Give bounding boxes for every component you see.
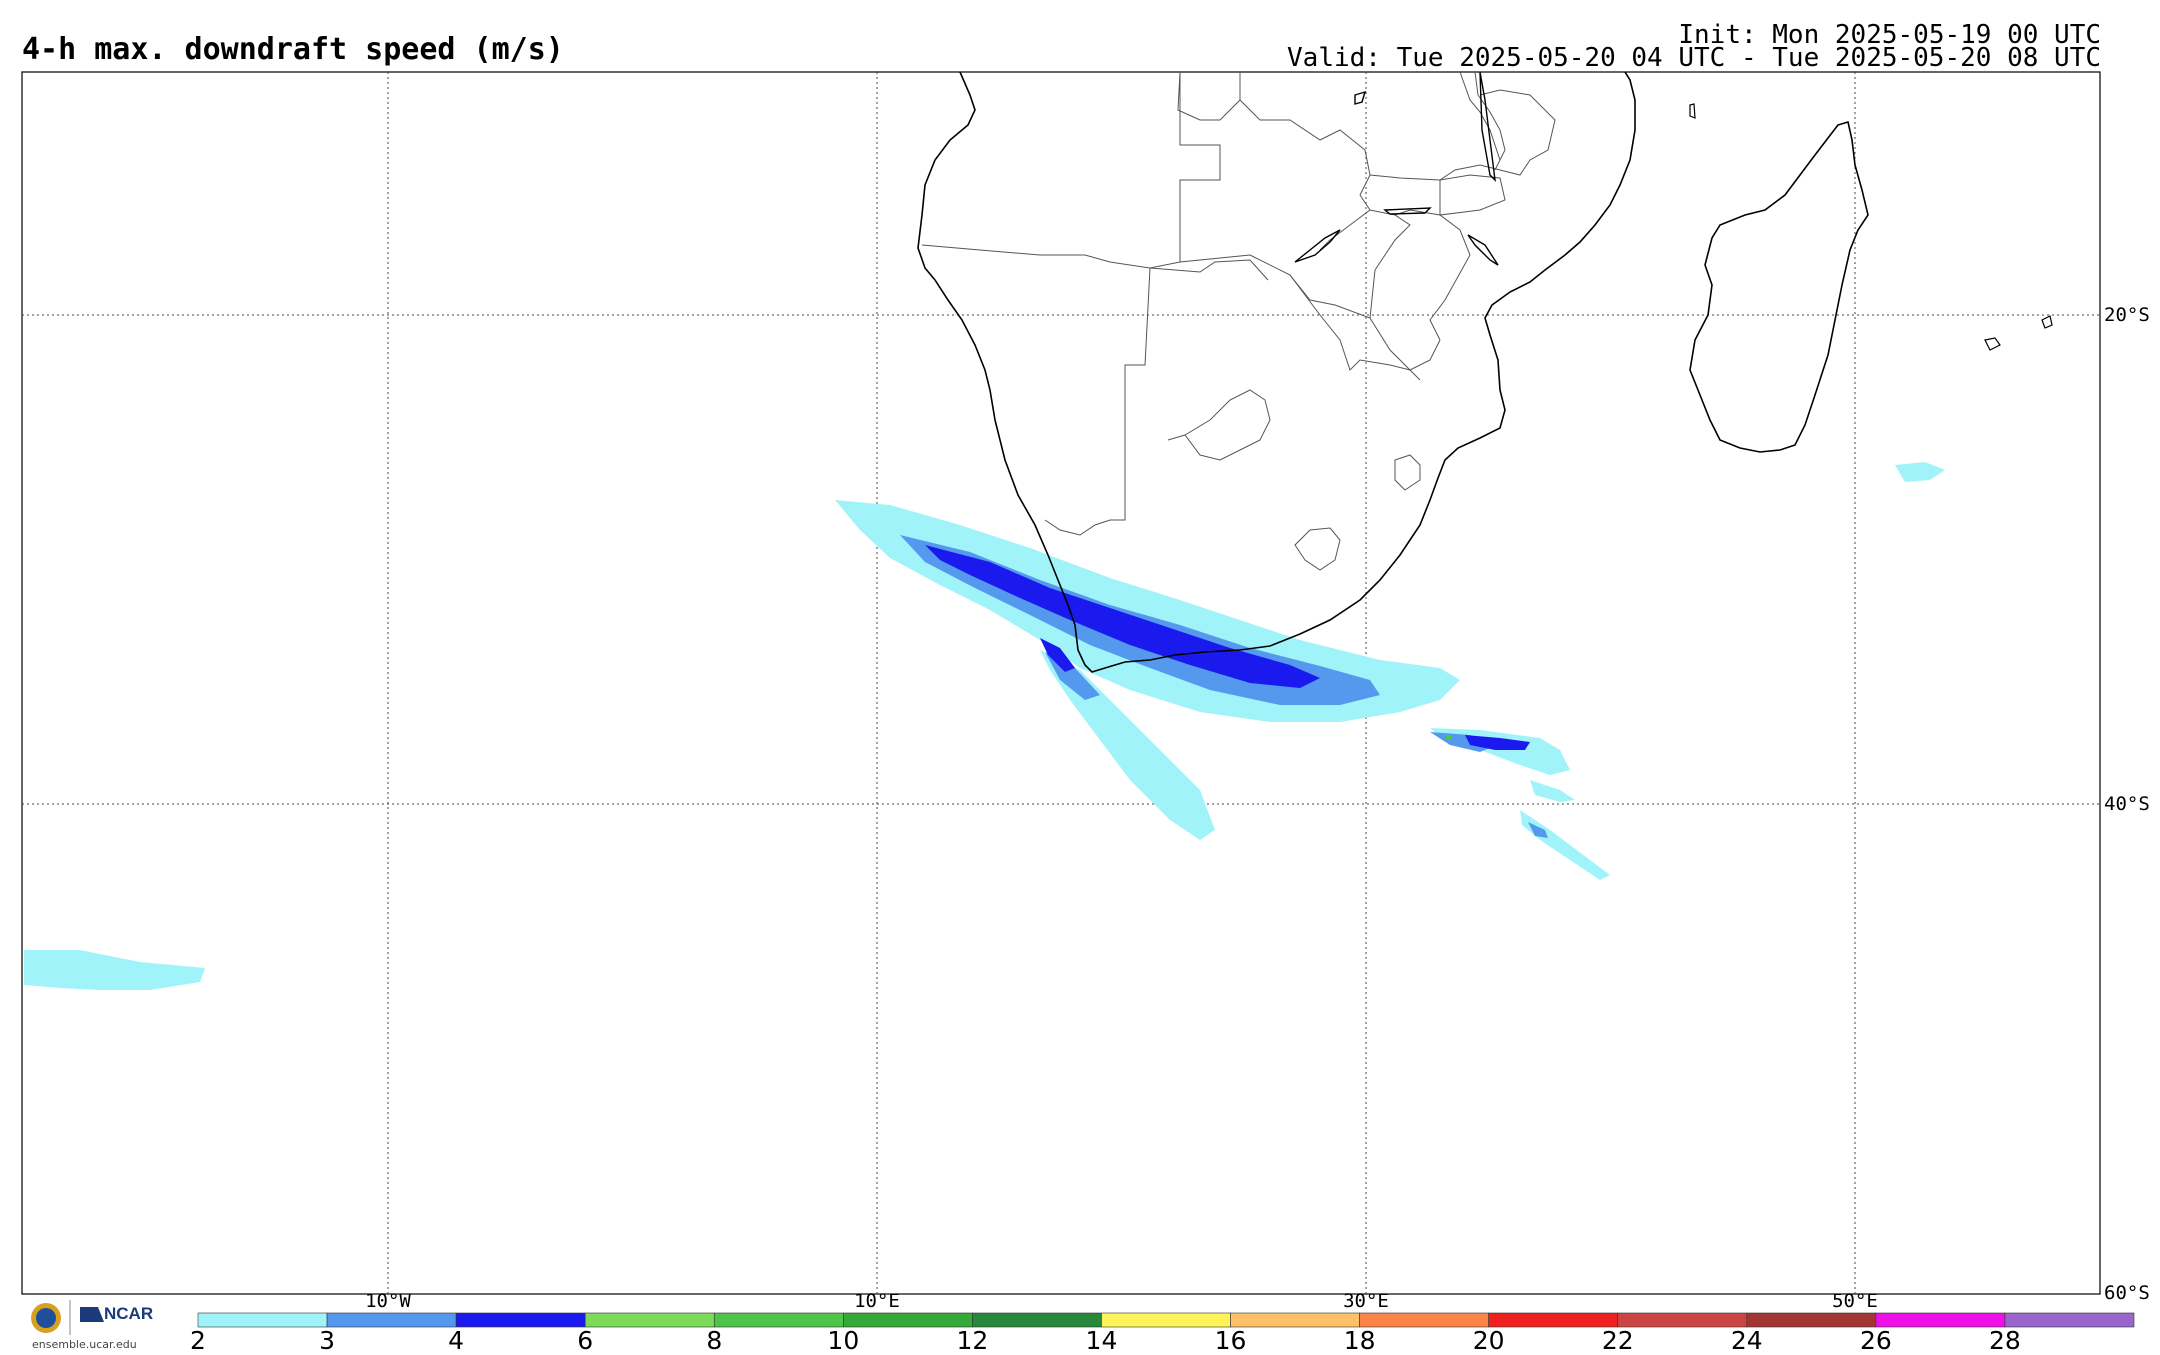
map-title: 4-h max. downdraft speed (m/s) <box>22 32 564 67</box>
downdraft-dark <box>925 545 1530 750</box>
colorbar-swatch <box>1230 1312 1360 1328</box>
lat-label-40s: 40°S <box>2104 793 2150 815</box>
site-label: ensemble.ucar.edu <box>32 1338 137 1351</box>
colorbar-tick-label: 20 <box>1472 1326 1505 1355</box>
colorbar-swatch <box>1875 1312 2006 1328</box>
lon-label-50e: 50°E <box>1832 1290 1878 1312</box>
valid-time: Valid: Tue 2025-05-20 04 UTC - Tue 2025-… <box>1287 43 2101 73</box>
madagascar-outline <box>1689 120 1869 453</box>
lakes <box>1294 71 1499 266</box>
island-2 <box>2041 315 2053 329</box>
colorbar-swatch <box>455 1312 586 1328</box>
colorbar-tick-label: 6 <box>577 1326 594 1355</box>
downdraft-green-spot <box>1446 735 1451 739</box>
downdraft-light <box>24 462 1945 990</box>
africa-coastline <box>917 71 1636 673</box>
colorbar-tick-label: 28 <box>1989 1326 2021 1355</box>
island-3 <box>1689 103 1696 119</box>
colorbar-tick-label: 24 <box>1730 1326 1763 1355</box>
colorbar-tick-label: 14 <box>1085 1326 1118 1355</box>
colorbar-tick-label: 26 <box>1859 1326 1892 1355</box>
colorbar-swatch <box>713 1312 844 1328</box>
colorbar-tick-label: 2 <box>190 1326 206 1355</box>
colorbar-tick-label: 3 <box>319 1326 336 1355</box>
colorbar-swatch <box>972 1312 1102 1328</box>
lat-label-60s: 60°S <box>2104 1282 2150 1304</box>
map-frame <box>21 71 2101 1295</box>
colorbar-swatch <box>1617 1312 1748 1328</box>
colorbar-tick-label: 4 <box>448 1326 465 1355</box>
nsf-logo <box>31 1300 71 1335</box>
colorbar-swatch <box>584 1312 715 1328</box>
ncar-logo-icon <box>80 1307 104 1322</box>
colorbar-swatch <box>326 1312 457 1328</box>
colorbar-tick-label: 18 <box>1343 1326 1376 1355</box>
colorbar-tick-label: 8 <box>706 1326 723 1355</box>
colorbar-swatch <box>1101 1312 1231 1328</box>
colorbar-swatch <box>1359 1312 1489 1328</box>
colorbar <box>197 1312 2135 1328</box>
colorbar-swatch <box>1746 1312 1877 1328</box>
lat-label-20s: 20°S <box>2104 304 2150 326</box>
colorbar-swatch <box>843 1312 973 1328</box>
country-borders <box>921 71 1556 571</box>
colorbar-tick-label: 10 <box>827 1326 860 1355</box>
colorbar-tick-label: 22 <box>1601 1326 1634 1355</box>
lon-label-30e: 30°E <box>1343 1290 1389 1312</box>
init-time: Init: Mon 2025-05-19 00 UTC <box>1678 20 2101 50</box>
colorbar-tick-label: 16 <box>1214 1326 1247 1355</box>
colorbar-swatch <box>1488 1312 1619 1328</box>
ncar-logo-text: NCAR <box>104 1304 154 1323</box>
lon-label-10e: 10°E <box>854 1290 900 1312</box>
colorbar-swatch <box>197 1312 328 1328</box>
lon-label-10w: 10°W <box>365 1290 411 1312</box>
island-1 <box>1984 337 2001 351</box>
colorbar-swatch <box>2004 1312 2135 1328</box>
colorbar-tick-label: 12 <box>956 1326 989 1355</box>
